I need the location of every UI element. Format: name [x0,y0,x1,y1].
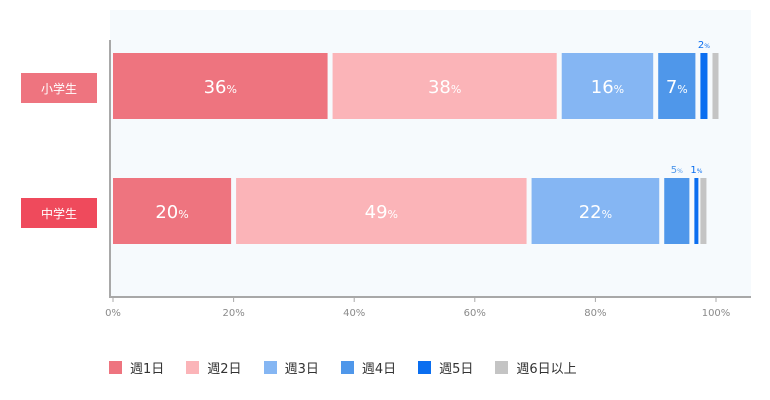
x-tick-label: 80% [584,308,606,319]
legend-item: 週5日 [418,358,473,377]
bar-segment [531,178,660,244]
x-tick-label: 100% [702,308,731,319]
legend-label: 週2日 [207,361,242,377]
legend-item: 週2日 [186,358,242,377]
bar-segment [561,53,654,119]
data-label: 49% [365,202,398,223]
legend-swatch [186,360,200,374]
bar-segment [332,53,557,119]
category-label-text: 中学生 [40,206,77,221]
data-label: 38% [428,77,461,98]
legend-label: 週6日以上 [516,361,577,377]
bar-segment [694,178,699,244]
legend-item: 週6日以上 [495,358,577,377]
category-label-text: 小学生 [40,81,77,96]
bar-segment [664,178,690,244]
legend-label: 週4日 [361,361,397,377]
legend-swatch [109,360,122,374]
legend-label: 週3日 [284,361,319,377]
category-label-elementary: 小学生 [21,73,97,103]
legend-swatch [263,360,277,374]
data-label: 16% [591,77,624,98]
bar-segment [236,178,527,244]
x-tick-label: 20% [222,308,244,319]
bar-segment [700,53,708,119]
category-label-junior-high: 中学生 [21,198,97,228]
legend-label: 週1日 [130,361,165,377]
legend-swatch [495,360,509,374]
x-tick-label: 0% [105,308,121,319]
data-label: 1% [690,165,702,176]
legend-item: 週3日 [263,358,319,377]
bar-segment [700,178,707,244]
legend: 週1日 週2日 週3日 週4日 週5日 週6日以上 [109,358,599,377]
bar-segment [113,178,232,244]
bar-segment [113,53,328,119]
legend-label: 週5日 [439,361,474,377]
x-tick-label: 40% [343,308,365,319]
legend-item: 週4日 [340,358,397,377]
data-label: 36% [204,77,237,98]
data-label: 5% [671,165,683,176]
legend-item: 週1日 [109,358,164,377]
data-label: 7% [666,77,688,98]
data-label: 22% [579,202,612,223]
data-label: 20% [155,202,188,223]
bar-segment [658,53,696,119]
x-tick-label: 60% [464,308,486,319]
data-label: 2% [698,40,710,51]
legend-swatch [340,360,354,374]
legend-swatch [418,360,432,374]
bar-segment [712,53,719,119]
